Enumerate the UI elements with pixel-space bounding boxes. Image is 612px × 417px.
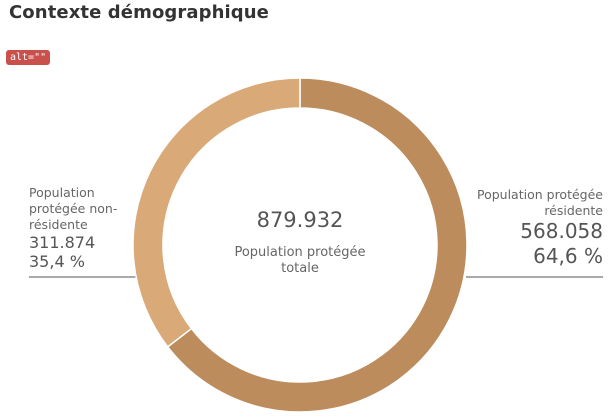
resident-value: 568.058	[520, 219, 603, 243]
slice-resident	[166, 77, 468, 413]
total-population-label: Population protégée totale	[234, 245, 366, 276]
non-resident-value: 311.874	[29, 233, 96, 252]
alt-attribute-badge: alt=""	[6, 50, 51, 65]
resident-block: Population protégée résidente 568.058 64…	[453, 187, 603, 269]
slice-non-resident	[132, 77, 301, 348]
non-resident-block: Population protégée non-résidente 311.87…	[29, 185, 139, 271]
non-resident-label: Population protégée non-résidente	[29, 185, 118, 232]
non-resident-percent: 35,4 %	[29, 252, 85, 271]
page-title: Contexte démographique	[9, 2, 269, 23]
total-population-value: 879.932	[256, 208, 344, 232]
resident-label: Population protégée résidente	[476, 187, 603, 218]
donut-slices	[132, 77, 468, 413]
resident-percent: 64,6 %	[533, 244, 603, 268]
